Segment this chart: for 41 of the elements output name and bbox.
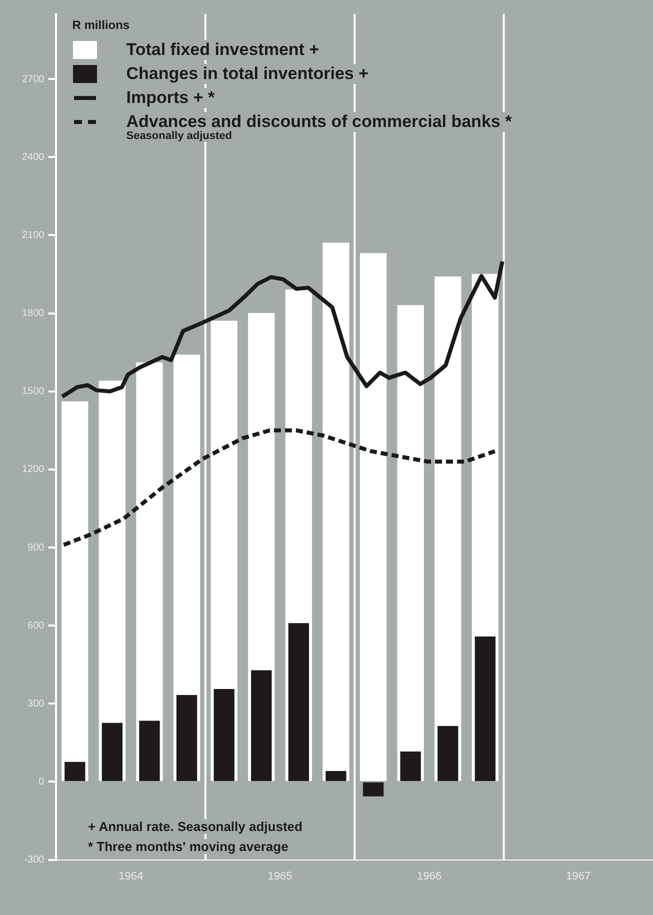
legend-label: Changes in total inventories + [126, 64, 369, 84]
y-tick-label: 2100 [22, 230, 45, 241]
bar [139, 720, 160, 782]
bar [322, 242, 350, 782]
annotation: + Annual rate. Seasonally adjusted [88, 819, 302, 834]
bar [474, 636, 496, 782]
y-axis-title: R millions [72, 18, 131, 32]
bar [360, 253, 387, 782]
bar [362, 782, 384, 796]
line-series [62, 428, 497, 547]
y-tick-label: 300 [28, 698, 45, 710]
bar [102, 722, 123, 782]
y-tick-label: 600 [28, 620, 45, 632]
bar [251, 670, 272, 782]
y-tick-label: 1200 [22, 464, 45, 476]
x-tick-label: 1964 [118, 870, 144, 882]
y-tick-label: 1800 [22, 308, 45, 320]
bar [288, 623, 310, 782]
y-tick-label: 2400 [22, 152, 45, 163]
x-tick-label: 1967 [566, 870, 591, 882]
y-tick-label: 900 [28, 542, 45, 554]
legend-label: Total fixed investment + [126, 40, 320, 60]
bar [176, 694, 198, 782]
bar [434, 276, 462, 782]
bar [64, 762, 86, 782]
bar [214, 689, 234, 782]
annotation: * Three months' moving average [88, 839, 288, 854]
y-tick-label: 0 [38, 776, 45, 788]
legend-label: Advances and discounts of commercial banks * [126, 112, 512, 132]
annotation: Seasonally adjusted [126, 130, 232, 142]
x-tick-label: 1966 [416, 870, 442, 882]
y-tick-label: -300 [24, 854, 45, 866]
bar [400, 751, 421, 782]
y-tick-label: 1500 [22, 386, 45, 398]
x-tick-label: 1965 [268, 870, 292, 882]
legend-label: Imports + * [126, 88, 215, 108]
bar [326, 770, 346, 782]
bar [62, 401, 88, 782]
y-tick-label: 2700 [22, 74, 45, 85]
bar [397, 305, 424, 782]
bar [438, 726, 458, 782]
